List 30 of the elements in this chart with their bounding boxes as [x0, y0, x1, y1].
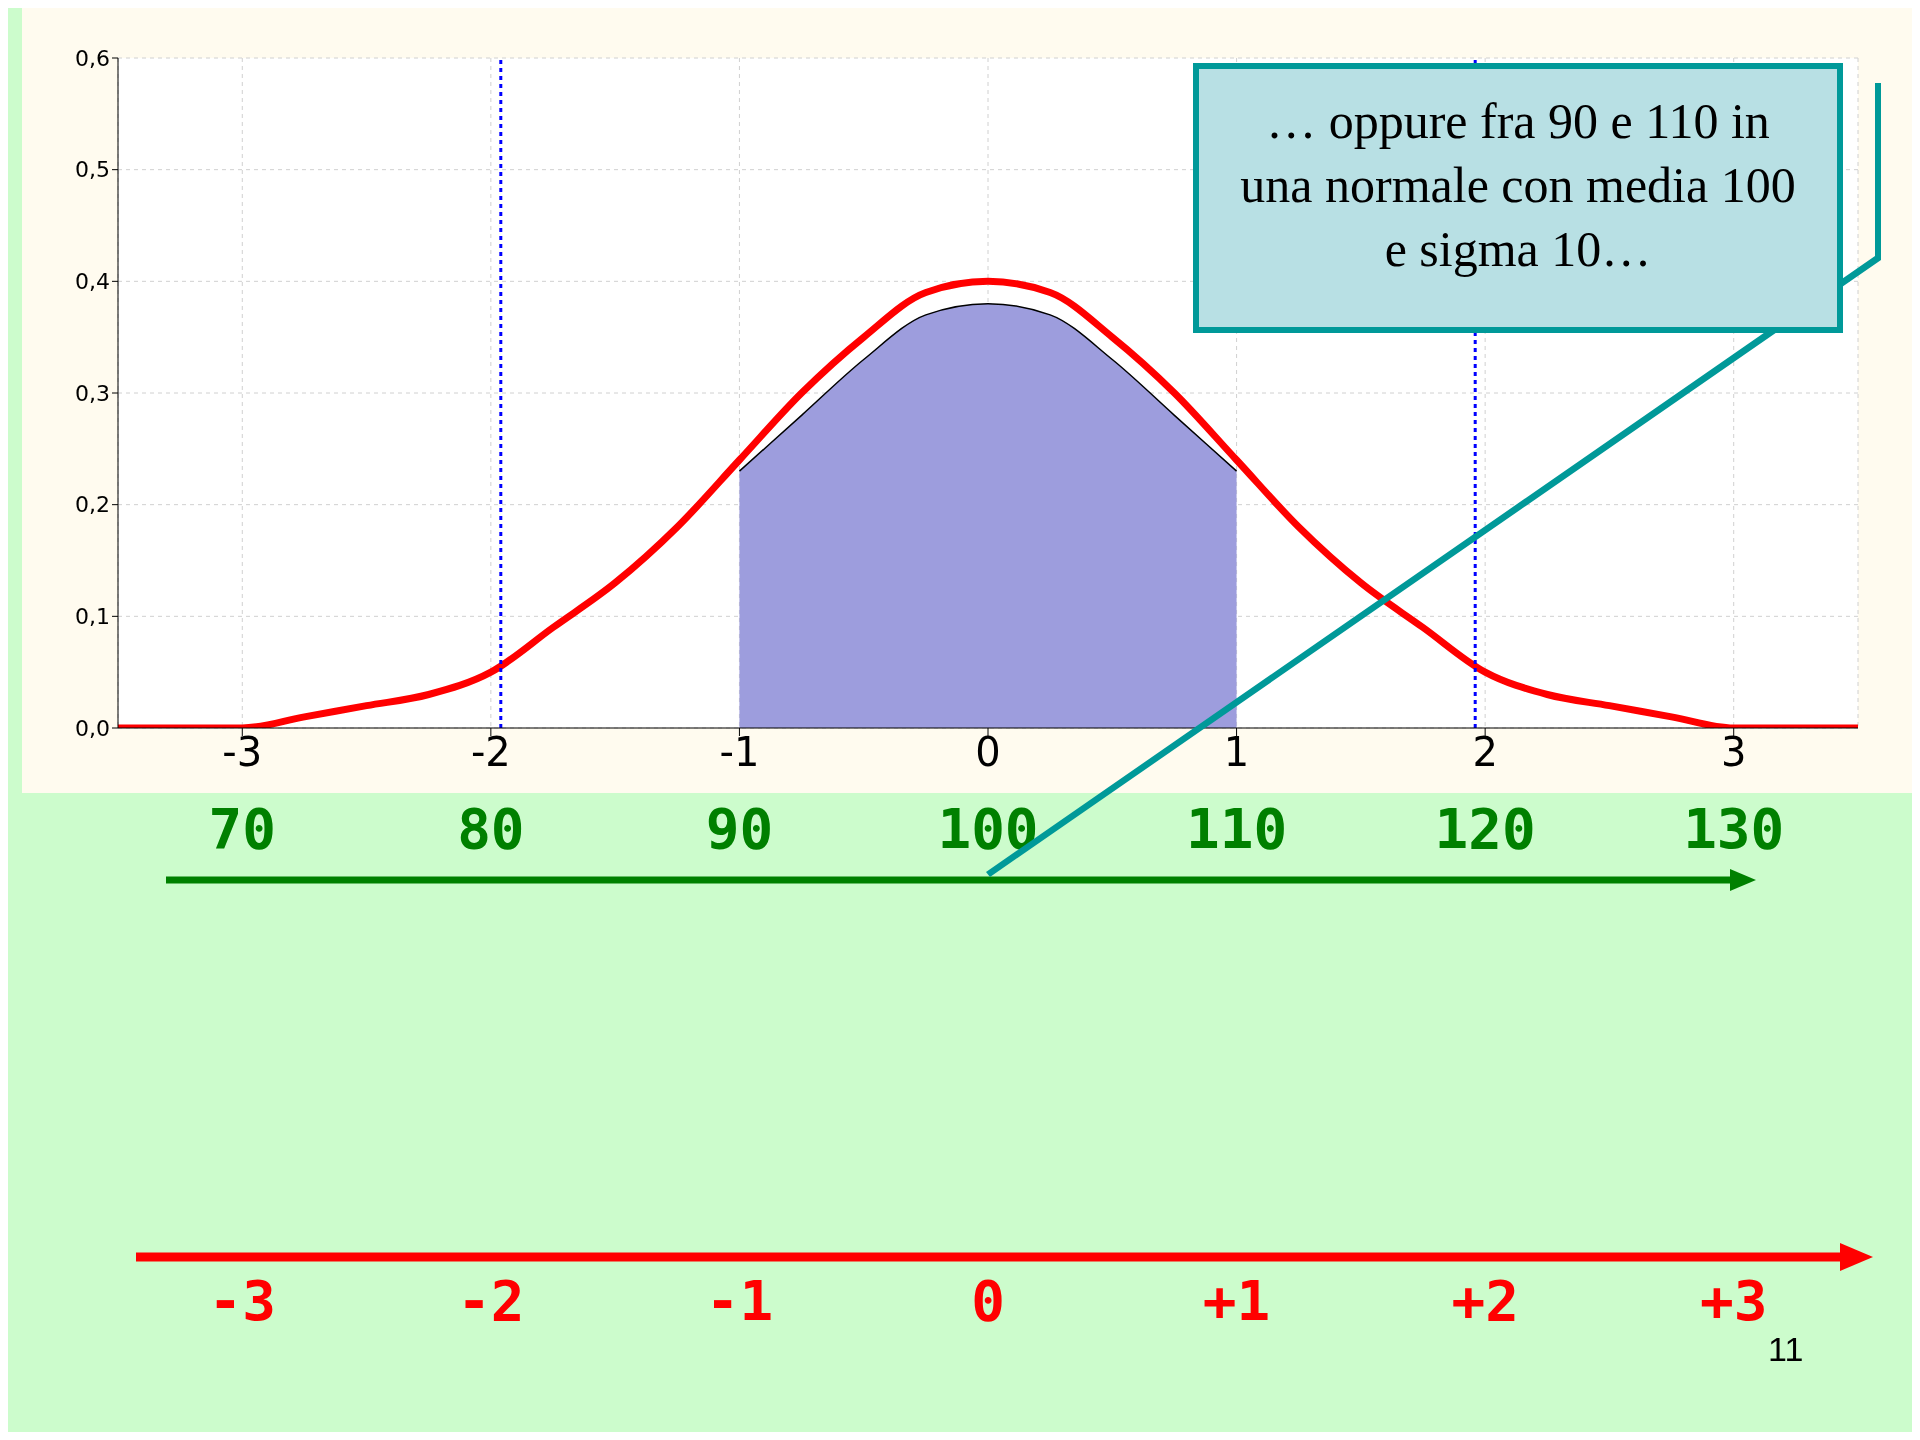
- text: 0: [971, 1268, 1005, 1333]
- y-tick-label: 0,1: [75, 604, 110, 630]
- y-tick-label: 0,4: [75, 269, 110, 295]
- y-tick-label: 0,2: [75, 492, 110, 518]
- x2-tick-label: 120: [1434, 796, 1536, 861]
- y-tick-label: 0,5: [75, 157, 110, 183]
- x2-tick-label: 70: [208, 796, 276, 861]
- x-tick-label: -1: [719, 729, 760, 776]
- x-tick-label: 3: [1720, 729, 1747, 776]
- text: -3: [208, 1268, 276, 1333]
- x2-tick-label: 100: [937, 796, 1039, 861]
- text: -2: [457, 1268, 525, 1333]
- text: +3: [1700, 1268, 1768, 1333]
- x-tick-label: -2: [470, 729, 511, 776]
- text: 11: [1768, 1330, 1804, 1369]
- x-tick-label: 1: [1223, 729, 1250, 776]
- y-tick-label: 0,0: [75, 715, 110, 741]
- text: +2: [1451, 1268, 1519, 1333]
- x2-tick-label: 130: [1683, 796, 1785, 861]
- text: +1: [1202, 1268, 1271, 1333]
- callout-box: … oppure fra 90 e 110 in una normale con media 100 e sigma 10…: [1193, 63, 1843, 333]
- x2-tick-label: 80: [457, 796, 525, 861]
- y-tick-label: 0,3: [75, 380, 110, 406]
- x-tick-label: 2: [1472, 729, 1498, 776]
- x2-tick-label: 90: [705, 796, 774, 861]
- x2-tick-label: 110: [1185, 796, 1288, 861]
- x-tick-label: -3: [222, 729, 263, 776]
- text: -1: [705, 1268, 774, 1333]
- y-tick-label: 0,6: [75, 45, 110, 71]
- x-tick-label: 0: [975, 729, 1001, 776]
